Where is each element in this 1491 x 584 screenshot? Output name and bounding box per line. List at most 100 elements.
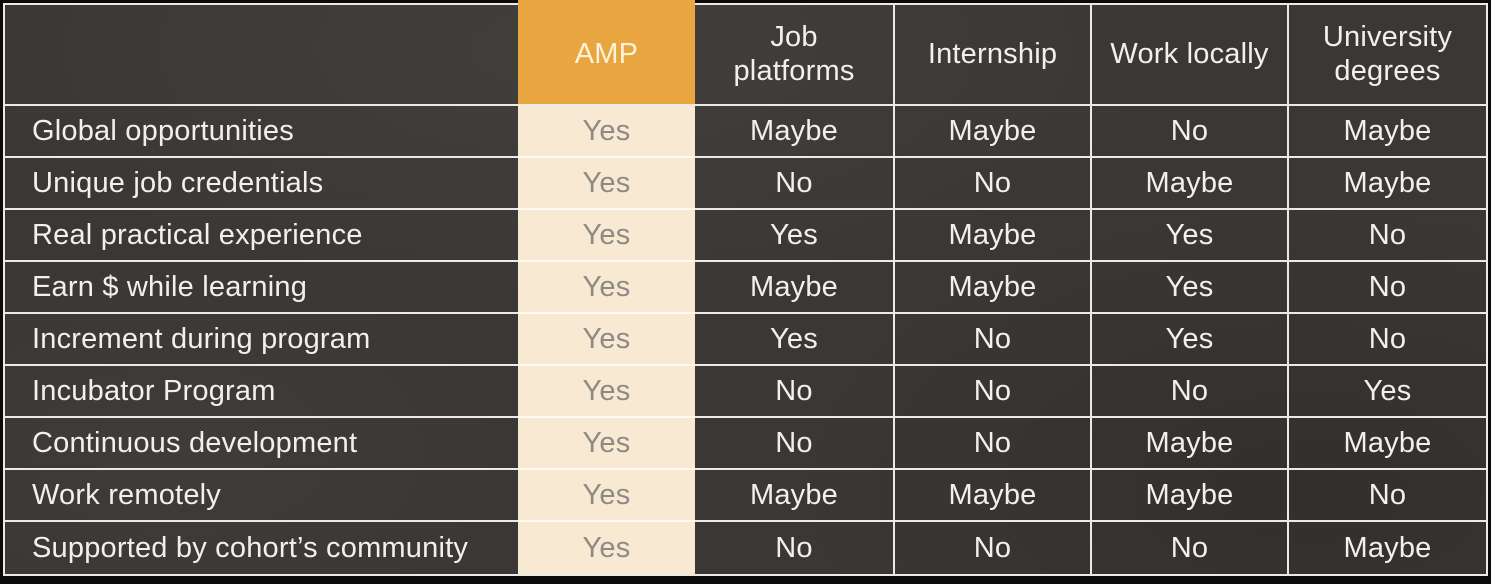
feature-label: Unique job credentials <box>5 158 518 210</box>
feature-label: Supported by cohort’s community <box>5 522 518 574</box>
feature-label-label: Continuous development <box>32 426 358 459</box>
cell-work-locally: Yes <box>1092 262 1289 314</box>
cell-job-platforms-label: Maybe <box>749 114 839 147</box>
table-inner-border: AMP Job platforms Internship Work locally Un… <box>3 0 1488 576</box>
cell-job-platforms: Yes <box>695 314 895 366</box>
cell-amp: Yes <box>518 522 695 574</box>
cell-amp: Yes <box>518 210 695 262</box>
cell-amp: Yes <box>518 366 695 418</box>
cell-internship: No <box>895 314 1092 366</box>
cell-amp: Yes <box>518 158 695 210</box>
cell-university-degrees: Maybe <box>1289 158 1486 210</box>
column-header-work-locally-label: Work locally <box>1110 37 1269 70</box>
cell-university-degrees: No <box>1289 314 1486 366</box>
cell-job-platforms: Maybe <box>695 106 895 158</box>
cell-amp-label: Yes <box>582 270 631 303</box>
column-header-work-locally: Work locally <box>1092 5 1289 106</box>
feature-label-label: Real practical experience <box>32 218 363 251</box>
feature-label-label: Work remotely <box>32 478 221 511</box>
feature-label-label: Supported by cohort’s community <box>32 531 469 564</box>
cell-job-platforms: No <box>695 522 895 574</box>
cell-amp: Yes <box>518 418 695 470</box>
feature-label: Earn $ while learning <box>5 262 518 314</box>
feature-label-label: Global opportunities <box>32 114 294 147</box>
cell-internship-label: No <box>973 322 1012 355</box>
cell-internship-label: No <box>973 374 1012 407</box>
column-header-university-degrees-label: University degrees <box>1322 21 1453 87</box>
cell-internship: No <box>895 522 1092 574</box>
cell-amp: Yes <box>518 262 695 314</box>
cell-university-degrees: Maybe <box>1289 522 1486 574</box>
feature-label: Continuous development <box>5 418 518 470</box>
cell-internship: No <box>895 158 1092 210</box>
cell-internship-label: Maybe <box>948 478 1037 511</box>
cell-university-degrees-label: Maybe <box>1343 531 1432 564</box>
cell-internship: No <box>895 418 1092 470</box>
comparison-table: AMP Job platforms Internship Work locally Un… <box>5 0 1486 574</box>
cell-internship: Maybe <box>895 470 1092 522</box>
cell-work-locally: No <box>1092 522 1289 574</box>
cell-work-locally-label: Yes <box>1165 270 1214 303</box>
cell-internship: No <box>895 366 1092 418</box>
column-header-internship-label: Internship <box>927 37 1058 70</box>
feature-label: Real practical experience <box>5 210 518 262</box>
cell-job-platforms-label: No <box>775 426 813 459</box>
feature-label-label: Unique job credentials <box>32 166 324 199</box>
cell-work-locally: No <box>1092 366 1289 418</box>
column-header-amp: AMP <box>518 0 695 106</box>
cell-university-degrees-label: Maybe <box>1343 426 1432 459</box>
cell-job-platforms: No <box>695 418 895 470</box>
cell-amp-label: Yes <box>582 218 631 251</box>
cell-job-platforms-label: Maybe <box>749 270 839 303</box>
feature-label: Incubator Program <box>5 366 518 418</box>
cell-university-degrees-label: No <box>1368 270 1407 303</box>
cell-work-locally: Yes <box>1092 210 1289 262</box>
cell-work-locally-label: Yes <box>1165 218 1214 251</box>
feature-label: Work remotely <box>5 470 518 522</box>
cell-university-degrees: Maybe <box>1289 106 1486 158</box>
cell-amp-label: Yes <box>582 166 631 199</box>
cell-job-platforms: Maybe <box>695 262 895 314</box>
cell-internship: Maybe <box>895 262 1092 314</box>
cell-job-platforms: No <box>695 158 895 210</box>
cell-university-degrees-label: Maybe <box>1343 166 1432 199</box>
cell-university-degrees: No <box>1289 262 1486 314</box>
cell-amp-label: Yes <box>582 114 631 147</box>
cell-job-platforms-label: No <box>775 166 813 199</box>
cell-work-locally: Yes <box>1092 314 1289 366</box>
cell-job-platforms-label: Yes <box>770 322 818 355</box>
cell-job-platforms: Yes <box>695 210 895 262</box>
cell-university-degrees-label: No <box>1368 322 1407 355</box>
feature-column-header <box>5 5 518 106</box>
cell-work-locally: Maybe <box>1092 418 1289 470</box>
cell-internship: Maybe <box>895 106 1092 158</box>
column-header-job-platforms: Job platforms <box>695 5 895 106</box>
feature-label-label: Incubator Program <box>32 374 276 407</box>
cell-internship-label: Maybe <box>948 270 1037 303</box>
cell-amp: Yes <box>518 106 695 158</box>
cell-job-platforms-label: Yes <box>770 218 818 251</box>
cell-work-locally: No <box>1092 106 1289 158</box>
cell-internship-label: Maybe <box>948 218 1037 251</box>
cell-amp-label: Yes <box>582 478 631 511</box>
cell-university-degrees-label: No <box>1368 478 1407 511</box>
feature-label-label: Increment during program <box>32 322 371 355</box>
column-header-job-platforms-label: Job platforms <box>733 21 855 87</box>
cell-job-platforms: No <box>695 366 895 418</box>
cell-job-platforms: Maybe <box>695 470 895 522</box>
cell-amp-label: Yes <box>582 322 631 355</box>
cell-work-locally-label: Maybe <box>1145 166 1234 199</box>
cell-amp: Yes <box>518 314 695 366</box>
column-header-internship: Internship <box>895 5 1092 106</box>
cell-amp-label: Yes <box>582 374 631 407</box>
cell-amp: Yes <box>518 470 695 522</box>
cell-internship-label: No <box>973 531 1012 564</box>
cell-job-platforms-label: Maybe <box>749 478 839 511</box>
cell-internship-label: No <box>973 426 1012 459</box>
cell-internship-label: No <box>973 166 1012 199</box>
cell-work-locally-label: Maybe <box>1145 426 1234 459</box>
column-header-university-degrees: University degrees <box>1289 5 1486 106</box>
cell-work-locally: Maybe <box>1092 158 1289 210</box>
feature-label-label: Earn $ while learning <box>32 270 308 303</box>
